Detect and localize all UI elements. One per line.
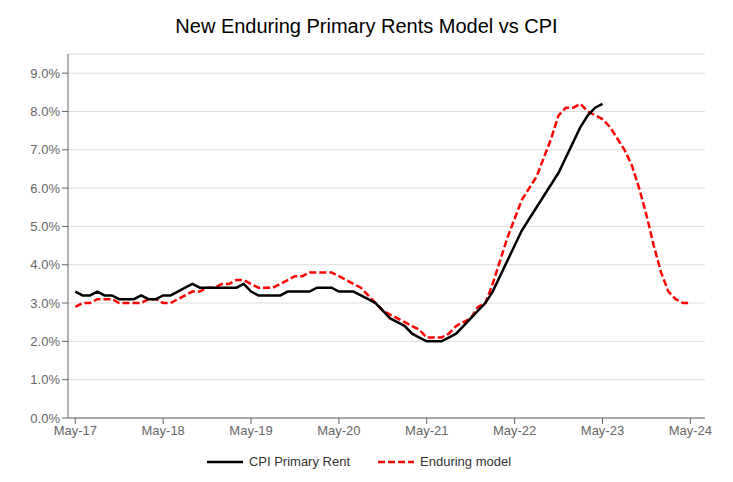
svg-text:May-19: May-19 bbox=[229, 423, 272, 438]
svg-text:May-21: May-21 bbox=[405, 423, 448, 438]
svg-text:4.0%: 4.0% bbox=[30, 257, 60, 272]
svg-text:May-22: May-22 bbox=[493, 423, 536, 438]
svg-text:8.0%: 8.0% bbox=[30, 104, 60, 119]
html-text:New Enduring Primary Rents Mod: New Enduring Primary Rents Model vs CPI bbox=[175, 15, 558, 37]
svg-text:3.0%: 3.0% bbox=[30, 296, 60, 311]
html-text:Enduring model: Enduring model bbox=[420, 454, 512, 469]
svg-text:2.0%: 2.0% bbox=[30, 334, 60, 349]
svg-text:1.0%: 1.0% bbox=[30, 372, 60, 387]
html-text:CPI Primary Rent: CPI Primary Rent bbox=[248, 454, 350, 469]
svg-text:May-20: May-20 bbox=[317, 423, 360, 438]
svg-text:0.0%: 0.0% bbox=[30, 411, 60, 426]
svg-text:6.0%: 6.0% bbox=[30, 181, 60, 196]
svg-text:May-24: May-24 bbox=[669, 423, 712, 438]
svg-text:7.0%: 7.0% bbox=[30, 142, 60, 157]
svg-text:9.0%: 9.0% bbox=[30, 66, 60, 81]
svg-text:May-17: May-17 bbox=[54, 423, 97, 438]
svg-text:May-23: May-23 bbox=[581, 423, 624, 438]
svg-text:5.0%: 5.0% bbox=[30, 219, 60, 234]
svg-text:May-18: May-18 bbox=[142, 423, 185, 438]
